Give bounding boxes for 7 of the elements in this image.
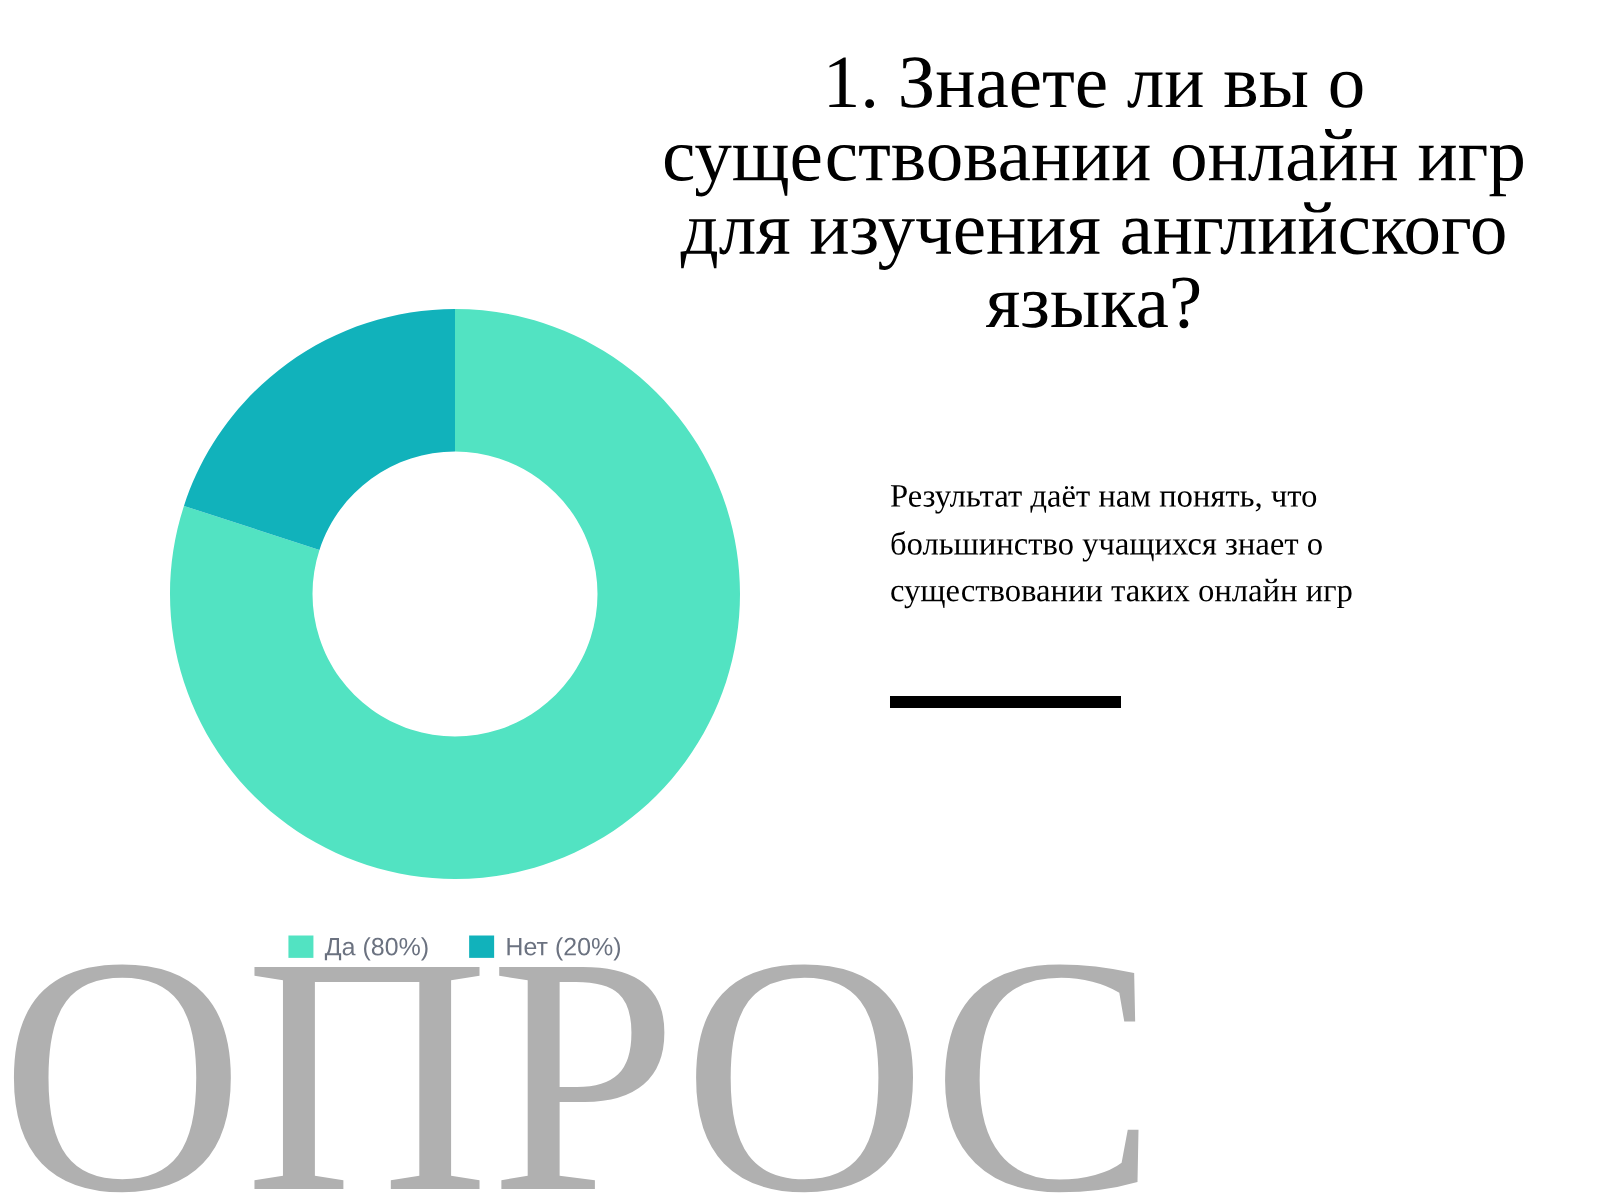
text: 1. Знаете ли вы о существовании онлайн игр для изучения английского языка? (664, 57, 1523, 329)
text: Результат даёт нам понять, что большинство учащихся знает о существовании таких онлайн игр (890, 485, 1352, 609)
text: ОПРОС (13, 964, 1139, 1193)
legend-label: Нет (20%) (507, 937, 621, 961)
donut-slice (170, 309, 740, 879)
legend-label: Да (80%) (324, 937, 428, 961)
donut-slice (183, 309, 455, 550)
